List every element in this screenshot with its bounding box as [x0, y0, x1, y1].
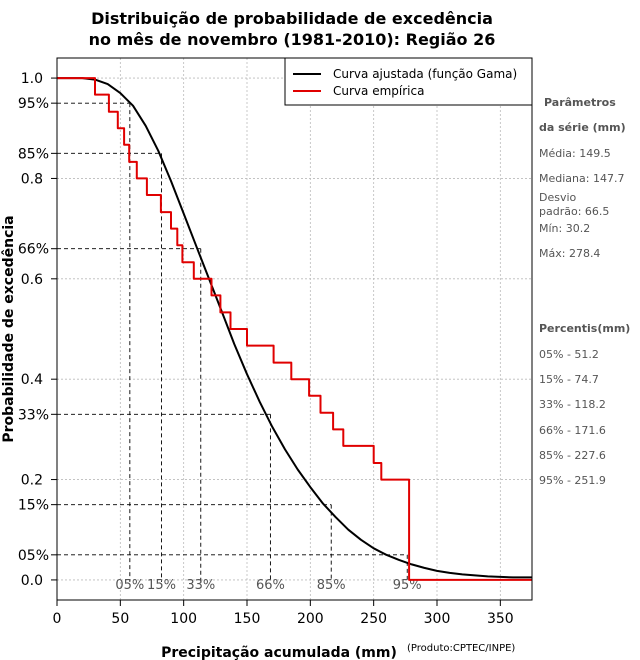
percentil-15: 15% - 74.7 [539, 373, 599, 386]
y-ref-tick-label: 85% [18, 146, 49, 162]
percentile-marker-label: 95% [393, 578, 422, 593]
percentile-marker-label: 05% [115, 578, 144, 593]
percentil-66: 66% - 171.6 [539, 424, 606, 437]
param-desvio-line1: Desvio [539, 191, 577, 204]
y-tick-label: 1.0 [21, 71, 43, 87]
x-tick-label: 50 [111, 611, 129, 627]
y-ref-tick-label: 66% [18, 242, 49, 258]
x-tick-label: 300 [424, 611, 451, 627]
legend-box [284, 57, 533, 106]
param-media: Média: 149.5 [539, 147, 611, 160]
param-min: Mín: 30.2 [539, 222, 591, 235]
percentil-05: 05% - 51.2 [539, 348, 599, 361]
percentile-marker-label: 33% [186, 578, 215, 593]
y-ref-tick-label: 15% [18, 498, 49, 514]
percentil-33: 33% - 118.2 [539, 398, 606, 411]
fitted-gamma-curve [57, 77, 532, 579]
x-tick-label: 200 [297, 611, 324, 627]
x-tick-label: 350 [487, 611, 514, 627]
axes: 0 50 100 150 200 250 300 350 0.0 0.2 0.4 0.6 0.8 1.0 9… [18, 71, 514, 627]
percentil-85: 85% - 227.6 [539, 449, 606, 462]
params-title-line2: da série (mm) [539, 121, 626, 134]
y-tick-label: 0.4 [21, 372, 43, 388]
y-axis-label: Probabilidade de excedência [1, 215, 17, 442]
legend-label-fitted: Curva ajustada (função Gama) [333, 67, 517, 81]
x-tick-label: 150 [234, 611, 261, 627]
chart-title-line2: no mês de novembro (1981-2010): Região 2… [89, 30, 496, 49]
percentil-95: 95% - 251.9 [539, 474, 606, 487]
series-lines [57, 77, 532, 581]
y-tick-label: 0.8 [21, 171, 43, 187]
y-ref-tick-label: 05% [18, 548, 49, 564]
percentile-marker-label: 15% [147, 578, 176, 593]
y-tick-label: 0.2 [21, 473, 43, 489]
percentile-marker-label: 85% [317, 578, 346, 593]
percentile-marker-label: 66% [256, 578, 285, 593]
x-tick-label: 100 [170, 611, 197, 627]
x-axis-label: Precipitação acumulada (mm) [161, 645, 397, 660]
y-tick-label: 0.6 [21, 272, 43, 288]
percentis-title: Percentis(mm) [539, 322, 631, 335]
legend: Curva ajustada (função Gama) Curva empír… [284, 57, 533, 106]
chart-title-line1: Distribuição de probabilidade de excedên… [91, 9, 493, 28]
params-title-line1: Parâmetros [544, 96, 616, 109]
y-ref-tick-label: 33% [18, 407, 49, 423]
param-desvio-line2: padrão: 66.5 [539, 205, 610, 218]
x-tick-label: 250 [360, 611, 387, 627]
grid-lines [56, 58, 532, 600]
y-ref-tick-label: 95% [18, 96, 49, 112]
legend-label-empirical: Curva empírica [333, 84, 424, 98]
source-note: (Produto:CPTEC/INPE) [407, 643, 515, 654]
y-tick-label: 0.0 [21, 573, 43, 589]
plot-frame [56, 57, 533, 601]
param-max: Máx: 278.4 [539, 247, 601, 260]
param-mediana: Mediana: 147.7 [539, 172, 625, 185]
x-tick-label: 0 [53, 611, 62, 627]
empirical-curve [57, 77, 532, 581]
percentile-reference-lines: 05% 15% 33% 66% 85% 95% [57, 102, 422, 593]
